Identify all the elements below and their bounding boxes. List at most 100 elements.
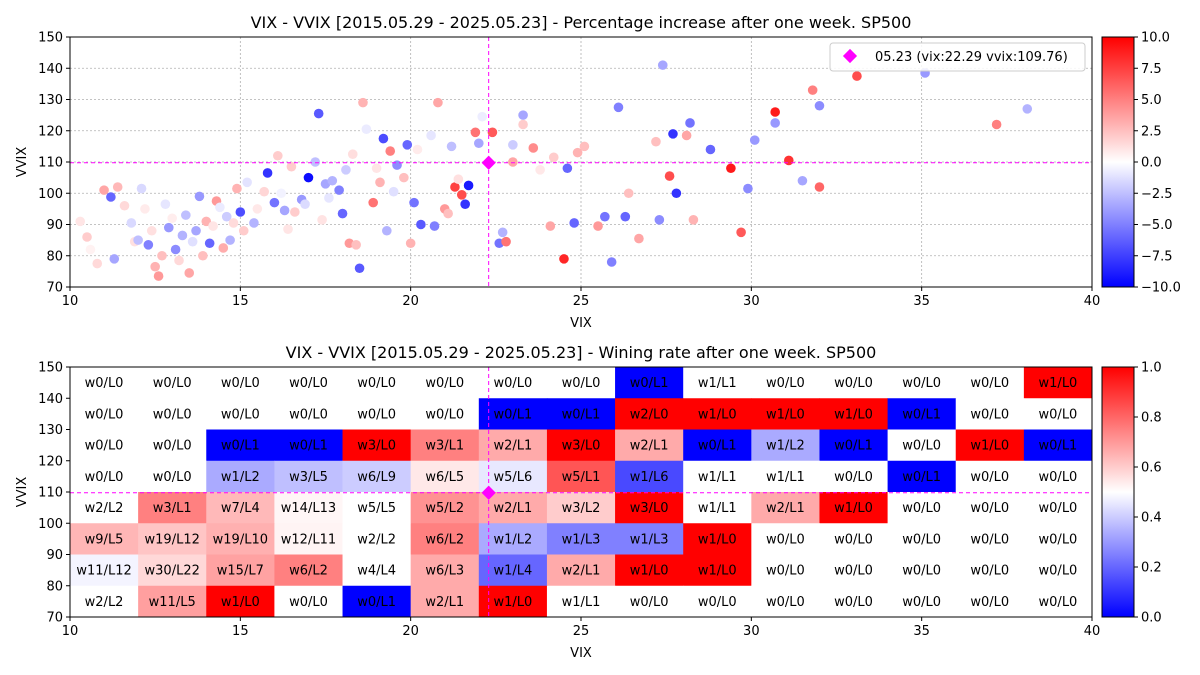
scatter-point xyxy=(474,138,484,149)
heatmap-cell-label: w0/L0 xyxy=(1039,532,1078,547)
colorbar-tick-label: −2.5 xyxy=(1141,187,1173,202)
scatter-point xyxy=(453,174,464,184)
heatmap-cell-label: w0/L0 xyxy=(289,595,328,610)
heatmap-cell xyxy=(274,523,343,555)
current-point-marker xyxy=(481,485,496,500)
heatmap-cell-label: w2/L1 xyxy=(562,564,601,579)
scatter-point xyxy=(770,107,780,117)
scatter-point xyxy=(126,218,137,228)
heatmap-cell-label: w0/L0 xyxy=(970,407,1009,422)
heatmap-cell xyxy=(478,460,548,493)
scatter-point xyxy=(743,183,753,194)
scatter-point xyxy=(528,143,539,153)
y-tick-label: 150 xyxy=(38,31,63,46)
scatter-point xyxy=(405,238,416,249)
heatmap-cell-label: w15/L7 xyxy=(217,564,264,579)
heatmap-cell xyxy=(138,398,207,430)
y-tick-label: 110 xyxy=(38,486,63,501)
heatmap-cell-label: w0/L0 xyxy=(562,376,601,391)
scatter-point xyxy=(688,215,699,225)
scatter-point xyxy=(657,60,668,70)
colorbar-gradient xyxy=(1101,36,1135,288)
heatmap-cell-label: w2/L1 xyxy=(766,501,805,516)
x-tick-label: 10 xyxy=(62,624,79,639)
x-tick-label: 25 xyxy=(573,294,590,309)
heatmap-cell xyxy=(546,367,616,399)
scatter-point xyxy=(736,227,746,238)
scatter-point xyxy=(228,218,239,228)
heatmap-cell-label: w0/L0 xyxy=(221,376,260,391)
scatter-point xyxy=(249,218,259,228)
scatter-point xyxy=(198,250,208,261)
y-tick-label: 80 xyxy=(46,579,63,594)
colorbar-ticks: 1.0 0.8 0.6 0.4 0.2 0.0 xyxy=(1134,361,1162,626)
heatmap-cell-label: w3/L5 xyxy=(289,470,328,485)
scatter-point xyxy=(548,152,559,163)
heatmap-cell xyxy=(546,585,616,617)
scatter-point xyxy=(354,263,365,274)
scatter-point xyxy=(112,182,123,192)
heatmap-cell xyxy=(70,367,139,399)
heatmap-cell-label: w0/L0 xyxy=(766,376,805,391)
heatmap-cell xyxy=(478,429,548,462)
scatter-point xyxy=(770,118,780,128)
heatmap-cell xyxy=(138,429,207,462)
heatmap-cell-label: w0/L1 xyxy=(902,470,941,485)
scatter-point xyxy=(651,136,661,147)
scatter-point xyxy=(375,177,385,188)
colorbar-tick-label: 10.0 xyxy=(1141,31,1170,46)
heatmap-cell-label: w1/L1 xyxy=(562,595,601,610)
heatmap-cell xyxy=(206,460,275,493)
scatter-point xyxy=(143,240,154,250)
scatter-point xyxy=(518,119,528,130)
heatmap-cell-label: w0/L0 xyxy=(834,595,873,610)
heatmap-cell-label: w0/L0 xyxy=(970,595,1009,610)
current-point-marker xyxy=(481,155,496,170)
heatmap-cell-label: w2/L0 xyxy=(630,407,669,422)
heatmap-cell-label: w0/L0 xyxy=(357,407,396,422)
heatmap-cell xyxy=(206,429,275,462)
heatmap-cell xyxy=(410,585,480,617)
heatmap-cell-label: w2/L1 xyxy=(493,501,532,516)
heatmap-cell xyxy=(342,460,412,493)
colorbar-tick-label: 0.0 xyxy=(1141,611,1162,626)
scatter-point xyxy=(579,141,590,152)
scatter-point xyxy=(232,183,242,194)
scatter-point xyxy=(106,192,116,202)
x-tick-label: 15 xyxy=(232,624,249,639)
heatmap-cell xyxy=(1023,523,1092,555)
heatmap-cell xyxy=(615,398,684,430)
x-tick-label: 30 xyxy=(743,294,760,309)
heatmap-cell-label: w0/L0 xyxy=(85,407,124,422)
scatter-point xyxy=(82,232,92,242)
scatter-point xyxy=(446,141,457,152)
heatmap-cell xyxy=(683,585,752,617)
heatmap-cell-label: w0/L0 xyxy=(834,376,873,391)
heatmap-cell-label: w0/L0 xyxy=(766,532,805,547)
heatmap-cell xyxy=(615,429,684,462)
heatmap-cell-label: w0/L0 xyxy=(834,532,873,547)
heatmap-cell xyxy=(819,554,888,587)
scatter-point xyxy=(194,191,205,202)
scatter-point xyxy=(269,197,280,208)
heatmap-cell xyxy=(751,554,820,587)
scatter-point xyxy=(252,204,263,214)
heatmap-cell xyxy=(138,367,207,399)
scatter-point xyxy=(497,227,508,238)
heatmap-cell-label: w0/L1 xyxy=(562,407,601,422)
heatmap-cell xyxy=(955,523,1025,555)
scatter-point xyxy=(991,119,1002,130)
heatmap-cell-label: w1/L4 xyxy=(493,564,532,579)
heatmap-cell xyxy=(410,367,480,399)
heatmap-cell xyxy=(615,554,684,587)
heatmap-cell-label: w1/L0 xyxy=(1039,376,1078,391)
heatmap-cell xyxy=(955,429,1025,462)
heatmap-cell-label: w1/L6 xyxy=(630,470,669,485)
scatter-point xyxy=(399,172,409,183)
heatmap-cell xyxy=(955,492,1025,524)
heatmap-cell xyxy=(546,398,616,430)
heatmap-cell-label: w1/L3 xyxy=(562,532,601,547)
heatmap-cell xyxy=(274,367,343,399)
scatter-point xyxy=(160,199,171,209)
